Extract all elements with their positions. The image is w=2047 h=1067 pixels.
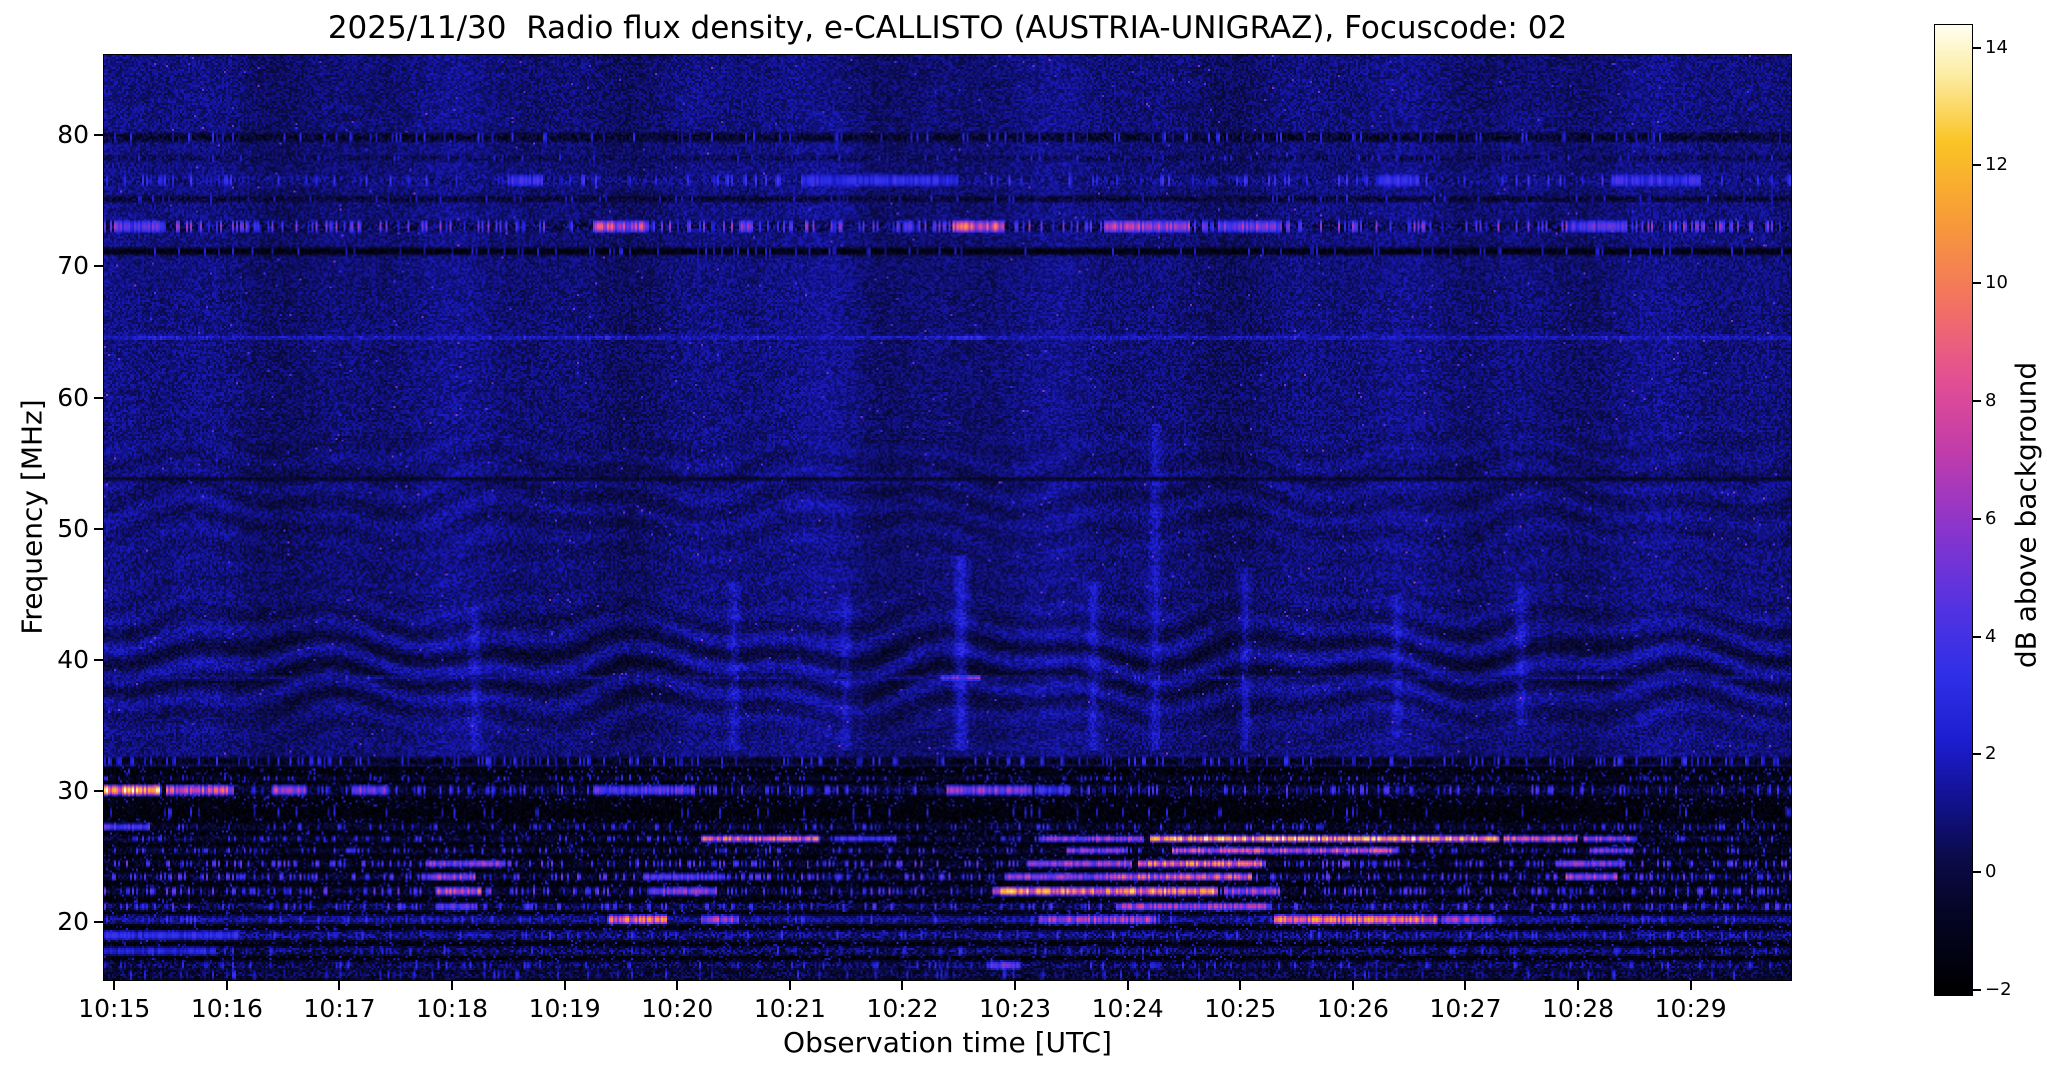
colorbar-tick-mark bbox=[1973, 282, 1981, 285]
y-tick-mark bbox=[94, 265, 103, 268]
colorbar-tick-label: 14 bbox=[1985, 36, 2008, 58]
x-tick-mark bbox=[225, 981, 228, 990]
x-tick-label: 10:27 bbox=[1429, 994, 1502, 1023]
x-tick-mark bbox=[788, 981, 791, 990]
x-tick-mark bbox=[113, 981, 116, 990]
x-tick-mark bbox=[1239, 981, 1242, 990]
colorbar-tick-mark bbox=[1973, 164, 1981, 167]
chart-title: 2025/11/30 Radio flux density, e-CALLIST… bbox=[327, 10, 1568, 46]
colorbar-label: dB above background bbox=[2009, 361, 2043, 669]
y-tick-mark bbox=[94, 527, 103, 530]
y-tick-label: 70 bbox=[57, 251, 89, 281]
x-tick-mark bbox=[676, 981, 679, 990]
y-tick-label: 80 bbox=[57, 120, 89, 150]
x-tick-mark bbox=[563, 981, 566, 990]
x-tick-label: 10:28 bbox=[1542, 994, 1615, 1023]
x-tick-label: 10:16 bbox=[190, 994, 263, 1023]
y-tick-mark bbox=[94, 789, 103, 792]
x-tick-mark bbox=[901, 981, 904, 990]
colorbar-tick-label: −2 bbox=[1985, 979, 2012, 1001]
colorbar-tick-label: 8 bbox=[1985, 390, 1997, 412]
colorbar-tick-mark bbox=[1973, 400, 1981, 403]
colorbar-tick-label: 0 bbox=[1985, 861, 1997, 883]
colorbar bbox=[1934, 24, 1973, 996]
x-tick-mark bbox=[1577, 981, 1580, 990]
y-tick-mark bbox=[94, 134, 103, 137]
x-tick-label: 10:20 bbox=[641, 994, 714, 1023]
colorbar-tick-mark bbox=[1973, 517, 1981, 520]
x-tick-label: 10:24 bbox=[1091, 994, 1164, 1023]
x-tick-label: 10:18 bbox=[416, 994, 489, 1023]
x-tick-mark bbox=[451, 981, 454, 990]
colorbar-tick-label: 4 bbox=[1985, 625, 1997, 647]
x-tick-label: 10:19 bbox=[528, 994, 601, 1023]
y-tick-label: 20 bbox=[57, 906, 89, 936]
x-tick-label: 10:26 bbox=[1316, 994, 1389, 1023]
colorbar-tick-label: 2 bbox=[1985, 743, 1997, 765]
x-tick-label: 10:25 bbox=[1204, 994, 1277, 1023]
y-tick-label: 30 bbox=[57, 775, 89, 805]
y-tick-mark bbox=[94, 920, 103, 923]
colorbar-tick-label: 10 bbox=[1985, 272, 2008, 294]
y-tick-mark bbox=[94, 658, 103, 661]
colorbar-tick-label: 6 bbox=[1985, 507, 1997, 529]
y-tick-label: 50 bbox=[57, 513, 89, 543]
x-tick-mark bbox=[1689, 981, 1692, 990]
y-tick-label: 60 bbox=[57, 382, 89, 412]
x-tick-label: 10:29 bbox=[1654, 994, 1727, 1023]
colorbar-tick-mark bbox=[1973, 635, 1981, 638]
x-tick-mark bbox=[1126, 981, 1129, 990]
x-tick-label: 10:15 bbox=[78, 994, 151, 1023]
colorbar-tick-mark bbox=[1973, 989, 1981, 992]
x-tick-mark bbox=[1014, 981, 1017, 990]
x-tick-mark bbox=[1351, 981, 1354, 990]
y-tick-mark bbox=[94, 396, 103, 399]
colorbar-tick-label: 12 bbox=[1985, 154, 2008, 176]
x-tick-mark bbox=[338, 981, 341, 990]
colorbar-tick-mark bbox=[1973, 46, 1981, 49]
y-tick-label: 40 bbox=[57, 644, 89, 674]
colorbar-tick-mark bbox=[1973, 753, 1981, 756]
x-tick-label: 10:21 bbox=[753, 994, 826, 1023]
colorbar-tick-mark bbox=[1973, 871, 1981, 874]
x-axis-label: Observation time [UTC] bbox=[783, 1026, 1112, 1059]
x-tick-label: 10:17 bbox=[303, 994, 376, 1023]
x-tick-label: 10:23 bbox=[979, 994, 1052, 1023]
x-tick-label: 10:22 bbox=[866, 994, 939, 1023]
x-tick-mark bbox=[1464, 981, 1467, 990]
spectrogram-canvas bbox=[103, 54, 1792, 981]
